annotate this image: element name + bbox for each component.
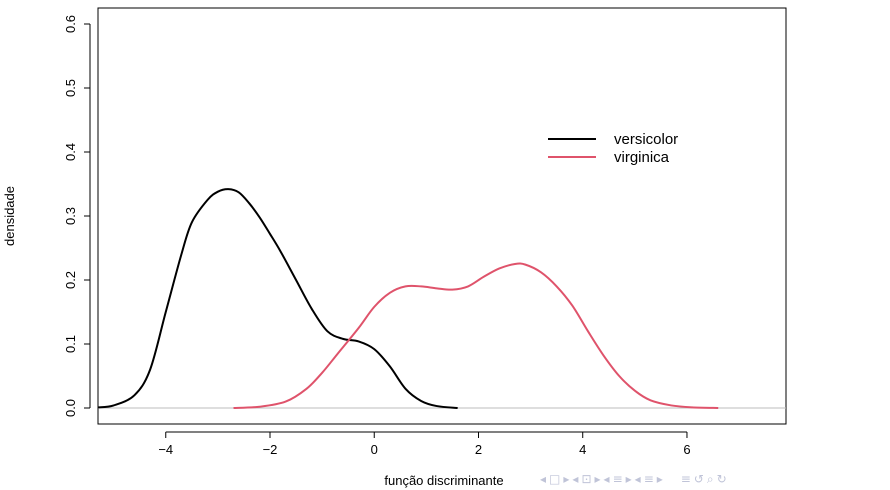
nav-glyph-icon[interactable]: ▸ [625,472,632,486]
nav-glyph-icon[interactable]: ≡ [680,472,691,486]
x-tick-label: −4 [158,442,173,457]
legend-label-virginica: virginica [614,149,670,166]
nav-glyph-icon[interactable]: ◂ [540,472,547,486]
x-axis-ticks: −4 −2 0 2 4 6 [158,432,691,457]
nav-glyph-icon[interactable]: ⊡ [581,472,592,486]
nav-glyph-icon[interactable]: ↺ [693,472,704,486]
series-line-versicolor [97,188,458,409]
nav-glyph-icon[interactable]: ↻ [716,472,727,486]
nav-glyph-icon[interactable]: ◂ [634,472,641,486]
legend: versicolor virginica [548,131,678,166]
y-tick-label: 0.5 [63,79,78,97]
series-layer [97,188,719,409]
legend-label-versicolor: versicolor [614,131,678,148]
series-line-virginica [233,262,719,409]
nav-glyph-icon[interactable]: ▸ [563,472,570,486]
nav-glyph-icon[interactable]: ≡ [612,472,623,486]
y-tick-label: 0.6 [63,15,78,33]
plot-frame [97,7,787,425]
y-tick-label: 0.0 [63,399,78,417]
y-tick-label: 0.4 [63,143,78,161]
nav-glyph-icon[interactable]: ▸ [594,472,601,486]
x-tick-label: −2 [263,442,278,457]
x-tick-label: 2 [475,442,482,457]
nav-glyph-icon[interactable]: ≡ [643,472,654,486]
nav-glyph-icon[interactable]: ▸ [656,472,663,486]
y-axis-title: densidade [2,186,17,246]
y-tick-label: 0.1 [63,335,78,353]
beamer-navigation-bar: ◂ □ ▸ ◂ ⊡ ▸ ◂ ≡ ▸ ◂ ≡ ▸ ≡ ↺ ⌕ ↻ [540,470,727,488]
x-axis-title: função discriminante [384,473,503,488]
y-tick-label: 0.2 [63,271,78,289]
x-tick-label: 6 [683,442,690,457]
nav-glyph-icon[interactable]: ◂ [603,472,610,486]
y-tick-label: 0.3 [63,207,78,225]
x-tick-label: 4 [579,442,586,457]
nav-glyph-icon[interactable]: ⌕ [706,472,714,486]
nav-glyph-icon[interactable]: ◂ [572,472,579,486]
y-axis-ticks: 0.0 0.1 0.2 0.3 0.4 0.5 0.6 [63,15,90,417]
nav-glyph-icon[interactable]: □ [549,472,561,486]
x-tick-label: 0 [371,442,378,457]
